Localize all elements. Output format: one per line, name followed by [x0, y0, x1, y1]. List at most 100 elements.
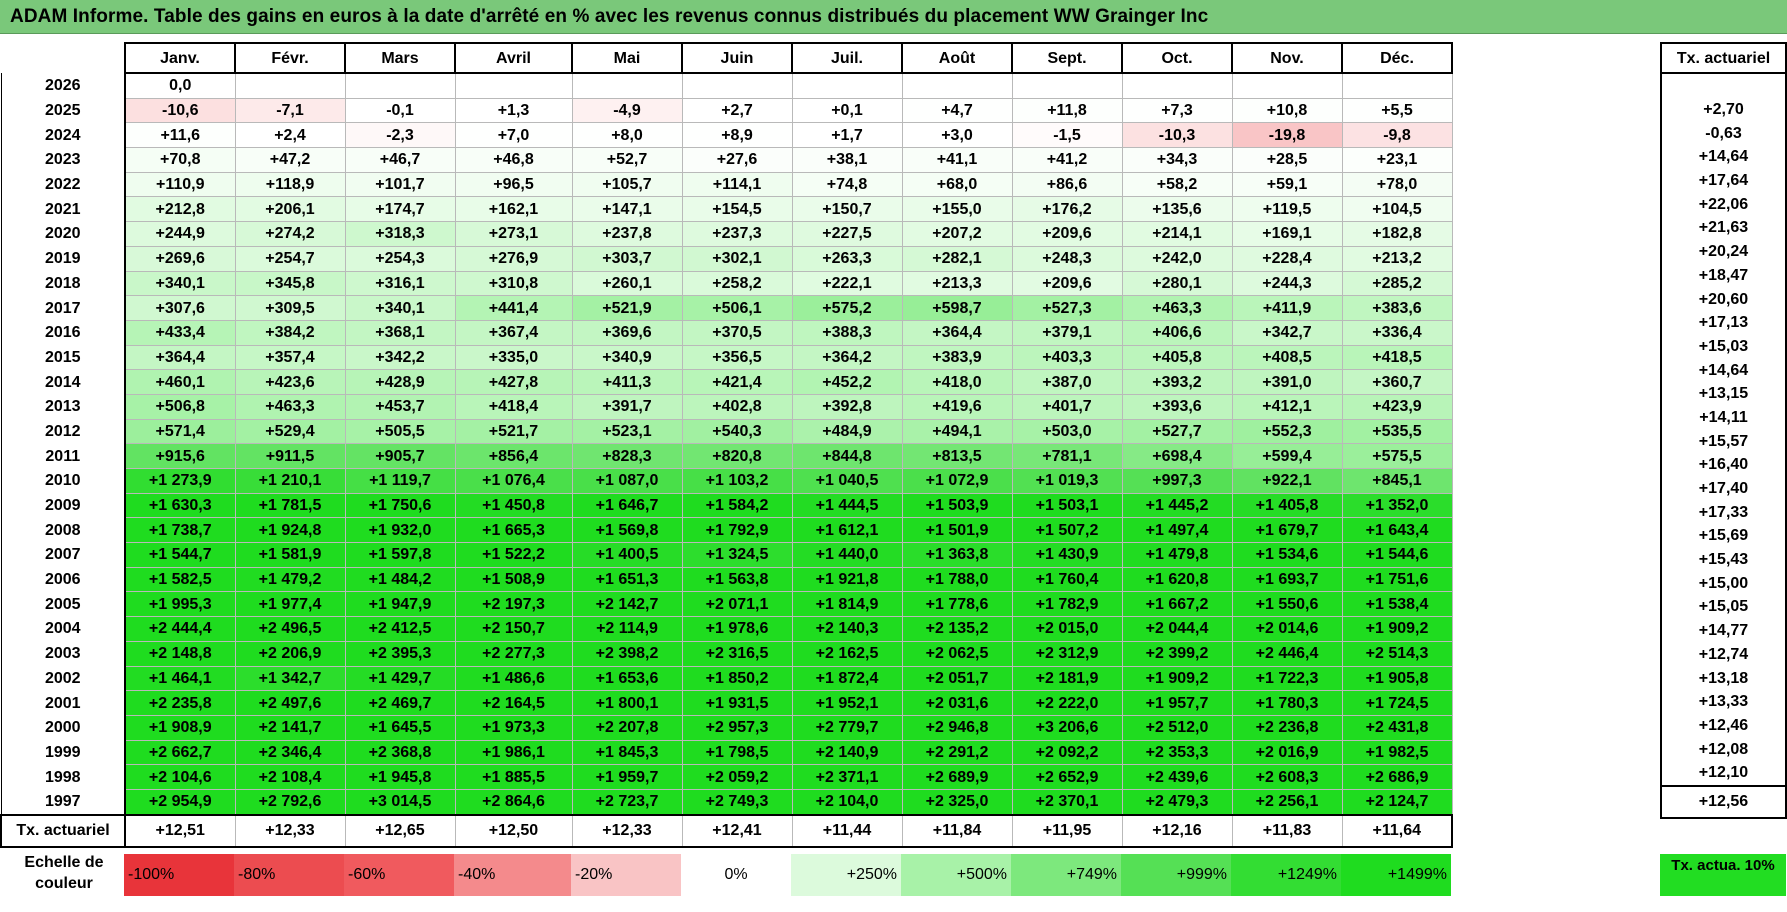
gain-cell: +428,9: [344, 369, 456, 395]
year-row: 2000 +1 908,9 +2 141,7 +1 645,5 +1 973,3 +2 2…: [0, 714, 1453, 741]
gain-cell: +1 400,5: [571, 542, 683, 568]
gain-cell: +391,7: [571, 393, 683, 420]
color-scale-swatch: -80%: [234, 854, 344, 896]
gain-cell: +1 959,7: [571, 764, 683, 790]
gain-cell: +2 291,2: [901, 739, 1013, 766]
year-label: 2010: [0, 468, 126, 494]
year-label: 2015: [0, 345, 126, 370]
gain-cell: +2 371,1: [791, 764, 903, 790]
annual-rate-cell: +14,11: [1660, 405, 1787, 430]
annual-rate-cell: +15,69: [1660, 524, 1787, 548]
monthly-rate-cell: +11,84: [901, 813, 1013, 848]
year-label: 2006: [0, 567, 126, 592]
gain-cell: +1 440,0: [791, 542, 903, 568]
gain-cell: +2 312,9: [1011, 640, 1123, 667]
gain-cell: -7,1: [234, 97, 346, 124]
totals-row: Tx. actuariel +12,51 +12,33 +12,65 +12,50 +12…: [0, 813, 1453, 848]
gain-cell: +1 653,6: [571, 665, 683, 692]
annual-rate-cell: +17,13: [1660, 310, 1787, 335]
gain-cell: +1 508,9: [454, 566, 573, 593]
gain-cell: +1 620,8: [1121, 566, 1233, 593]
gain-cell: +212,8: [124, 196, 236, 223]
year-label: 2004: [0, 616, 126, 642]
gain-cell: +781,1: [1011, 443, 1123, 469]
gain-cell: +147,1: [571, 196, 683, 223]
annual-rate-cell: +15,57: [1660, 429, 1787, 453]
gain-cell: +285,2: [1341, 270, 1453, 297]
gain-cell: +1 986,1: [454, 739, 573, 766]
gain-cell: [454, 72, 573, 99]
gain-cell: +521,9: [571, 295, 683, 321]
gain-cell: [681, 72, 793, 99]
gain-cell: +1 982,5: [1341, 739, 1453, 766]
gain-cell: +1 931,5: [681, 690, 793, 716]
year-row: 2011 +915,6 +911,5 +905,7 +856,4 +828,3 +820,8…: [0, 443, 1453, 469]
year-row: 2016 +433,4 +384,2 +368,1 +367,4 +369,6 +370,5…: [0, 319, 1453, 346]
gain-cell: +1 872,4: [791, 665, 903, 692]
color-scale-swatch: +500%: [901, 854, 1011, 896]
gain-cell: +3 014,5: [344, 788, 456, 816]
gain-cell: +41,2: [1011, 147, 1123, 173]
gain-cell: +274,2: [234, 221, 346, 247]
annual-rate-cell: +14,77: [1660, 618, 1787, 643]
gain-cell: +452,2: [791, 369, 903, 395]
gain-cell: [791, 72, 903, 99]
gain-cell: +1 444,5: [791, 492, 903, 519]
annual-rate-cell: +15,43: [1660, 547, 1787, 572]
gain-cell: +5,5: [1341, 97, 1453, 124]
report-title-text: ADAM Informe. Table des gains en euros à…: [10, 6, 1209, 27]
gain-cell: +506,1: [681, 295, 793, 321]
gain-cell: +463,3: [1121, 295, 1233, 321]
gain-cell: +418,4: [454, 393, 573, 420]
gain-cell: +367,4: [454, 319, 573, 346]
gain-cell: +2 140,9: [791, 739, 903, 766]
year-label: 2014: [0, 369, 126, 395]
gain-cell: [1341, 72, 1453, 99]
year-row: 2018 +340,1 +345,8 +316,1 +310,8 +260,1 +258,2…: [0, 270, 1453, 297]
gain-cell: +27,6: [681, 147, 793, 173]
corner-cell: [1, 43, 125, 73]
gain-cell: +34,3: [1121, 147, 1233, 173]
gain-cell: +335,0: [454, 344, 573, 371]
gain-cell: +427,8: [454, 369, 573, 395]
gain-cell: +244,9: [124, 221, 236, 247]
gain-cell: +2 514,3: [1341, 640, 1453, 667]
gain-cell: +114,1: [681, 171, 793, 198]
gain-cell: +2 353,3: [1121, 739, 1233, 766]
year-label: 2017: [0, 295, 126, 321]
gain-cell: +1 665,3: [454, 517, 573, 544]
color-scale-swatch: +250%: [791, 854, 901, 896]
gain-cell: +388,3: [791, 319, 903, 346]
gain-cell: +135,6: [1121, 196, 1233, 223]
gain-cell: +28,5: [1231, 147, 1343, 173]
gain-cell: +820,8: [681, 443, 793, 469]
gain-cell: +1 850,2: [681, 665, 793, 692]
year-label: 2001: [0, 690, 126, 716]
gain-cell: +182,8: [1341, 221, 1453, 247]
gain-cell: +2 608,3: [1231, 764, 1343, 790]
gain-cell: +345,8: [234, 270, 346, 297]
year-label: 2019: [0, 246, 126, 271]
annual-rate-table: Tx. actuariel +2,70 -0,63 +14,64 +17,64 +22,…: [1660, 42, 1787, 819]
year-label: 2023: [0, 147, 126, 173]
gain-cell: +2 181,9: [1011, 665, 1123, 692]
gain-cell: +540,3: [681, 418, 793, 445]
month-header: Sept.: [1011, 42, 1123, 74]
gain-cell: +1 534,6: [1231, 542, 1343, 568]
gain-cell: +360,7: [1341, 369, 1453, 395]
report-title: ADAM Informe. Table des gains en euros à…: [0, 0, 1787, 34]
gain-cell: +391,0: [1231, 369, 1343, 395]
gain-cell: +364,4: [124, 344, 236, 371]
gain-cell: +392,8: [791, 393, 903, 420]
gain-cell: +68,0: [901, 171, 1013, 198]
annual-rate-cell: +14,64: [1660, 358, 1787, 382]
annual-rate-cell: +15,05: [1660, 595, 1787, 619]
gain-cell: +813,5: [901, 443, 1013, 469]
gain-cell: +2 222,0: [1011, 690, 1123, 716]
overall-rate-cell: +12,56: [1660, 784, 1787, 819]
gain-cell: +1 908,9: [124, 714, 236, 741]
gain-cell: +575,5: [1341, 443, 1453, 469]
gain-cell: +2 479,3: [1121, 788, 1233, 816]
year-row: 2004 +2 444,4 +2 496,5 +2 412,5 +2 150,7 +2 1…: [0, 616, 1453, 642]
year-row: 2020 +244,9 +274,2 +318,3 +273,1 +237,8 +237,3…: [0, 221, 1453, 247]
